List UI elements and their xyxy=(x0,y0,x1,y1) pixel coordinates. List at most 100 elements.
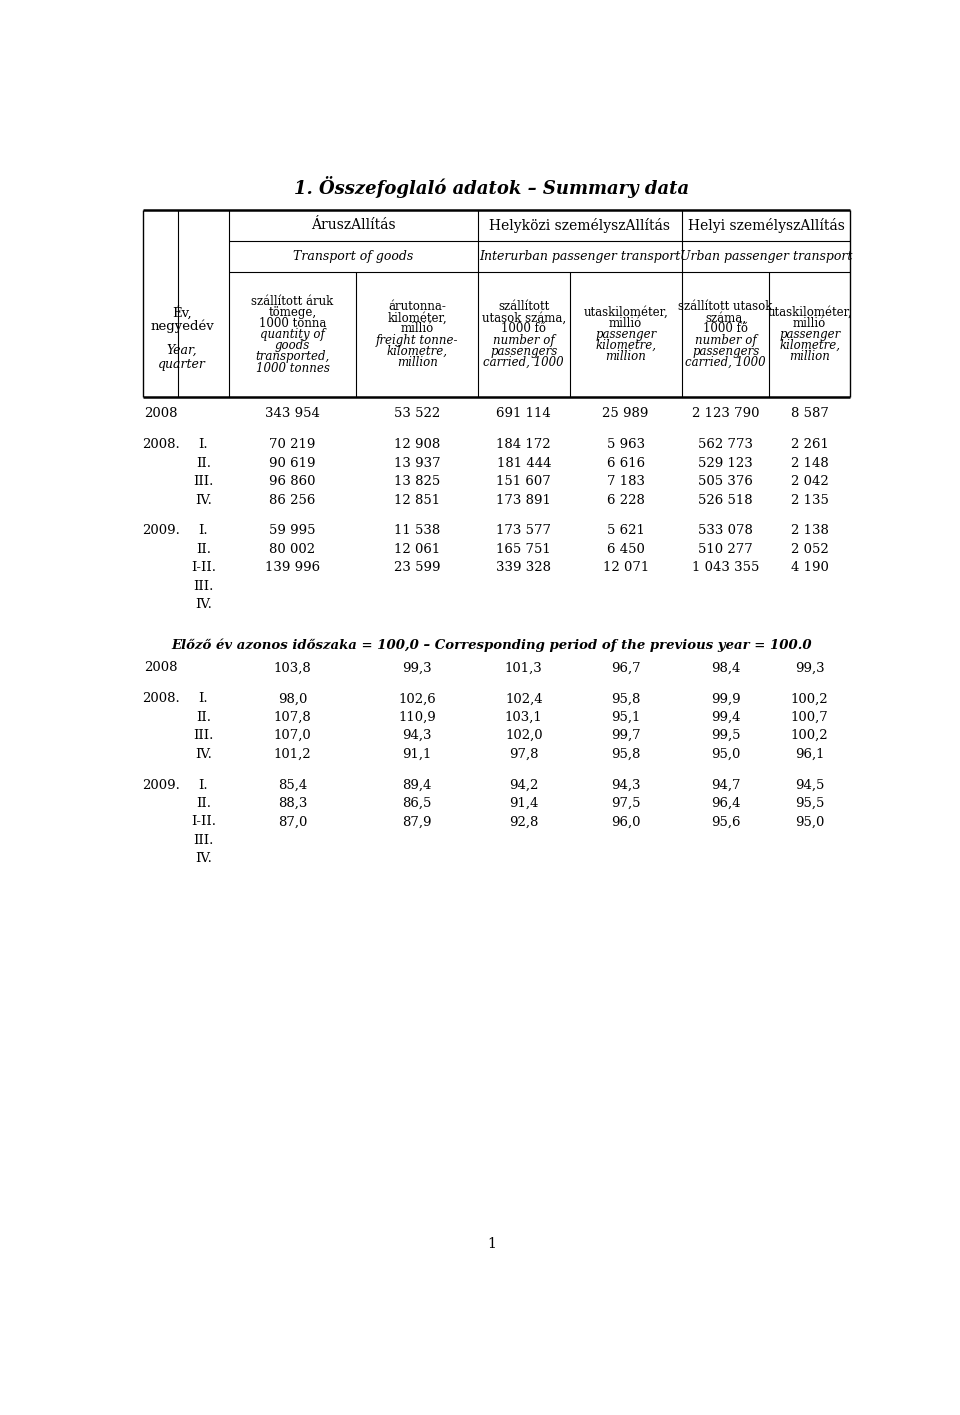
Text: kilometre,: kilometre, xyxy=(595,340,657,352)
Text: 2 052: 2 052 xyxy=(791,543,828,556)
Text: negyedév: negyedév xyxy=(150,320,214,333)
Text: 2 261: 2 261 xyxy=(791,439,828,451)
Text: szállított: szállított xyxy=(498,300,549,313)
Text: 94,3: 94,3 xyxy=(402,729,432,743)
Text: III.: III. xyxy=(193,729,213,743)
Text: 12 851: 12 851 xyxy=(395,494,441,507)
Text: 165 751: 165 751 xyxy=(496,543,551,556)
Text: 2009.: 2009. xyxy=(142,525,180,538)
Text: 97,8: 97,8 xyxy=(509,747,539,761)
Text: 1 043 355: 1 043 355 xyxy=(692,562,759,574)
Text: millió: millió xyxy=(793,317,827,330)
Text: tömege,: tömege, xyxy=(269,306,317,318)
Text: number of: number of xyxy=(492,334,555,347)
Text: 96 860: 96 860 xyxy=(269,475,316,488)
Text: 23 599: 23 599 xyxy=(394,562,441,574)
Text: 95,0: 95,0 xyxy=(711,747,740,761)
Text: million: million xyxy=(605,351,646,364)
Text: 2008.: 2008. xyxy=(142,692,180,705)
Text: 505 376: 505 376 xyxy=(698,475,753,488)
Text: Transport of goods: Transport of goods xyxy=(293,250,414,263)
Text: number of: number of xyxy=(695,334,756,347)
Text: 94,3: 94,3 xyxy=(611,778,640,791)
Text: passenger: passenger xyxy=(595,328,657,341)
Text: 1: 1 xyxy=(488,1237,496,1251)
Text: 91,4: 91,4 xyxy=(509,797,539,809)
Text: 8 587: 8 587 xyxy=(791,408,828,420)
Text: 96,4: 96,4 xyxy=(711,797,740,809)
Text: quantity of: quantity of xyxy=(260,328,324,341)
Text: 99,3: 99,3 xyxy=(795,661,825,675)
Text: 181 444: 181 444 xyxy=(496,457,551,470)
Text: II.: II. xyxy=(196,710,211,723)
Text: 12 908: 12 908 xyxy=(395,439,441,451)
Text: 12 071: 12 071 xyxy=(603,562,649,574)
Text: kilometre,: kilometre, xyxy=(780,340,840,352)
Text: 12 061: 12 061 xyxy=(395,543,441,556)
Text: 2 123 790: 2 123 790 xyxy=(692,408,759,420)
Text: passengers: passengers xyxy=(491,345,558,358)
Text: 2008: 2008 xyxy=(144,408,178,420)
Text: 95,8: 95,8 xyxy=(611,747,640,761)
Text: goods: goods xyxy=(275,340,310,352)
Text: IV.: IV. xyxy=(195,599,212,611)
Text: 89,4: 89,4 xyxy=(402,778,432,791)
Text: 110,9: 110,9 xyxy=(398,710,436,723)
Text: 94,5: 94,5 xyxy=(795,778,825,791)
Text: 101,2: 101,2 xyxy=(274,747,311,761)
Text: 151 607: 151 607 xyxy=(496,475,551,488)
Text: Year,: Year, xyxy=(167,344,198,357)
Text: Interurban passenger transport: Interurban passenger transport xyxy=(479,250,681,263)
Text: 139 996: 139 996 xyxy=(265,562,320,574)
Text: 562 773: 562 773 xyxy=(698,439,754,451)
Text: carried, 1000: carried, 1000 xyxy=(484,357,564,369)
Text: IV.: IV. xyxy=(195,852,212,866)
Text: 70 219: 70 219 xyxy=(269,439,316,451)
Text: I-II.: I-II. xyxy=(191,815,216,829)
Text: million: million xyxy=(396,357,438,369)
Text: 102,6: 102,6 xyxy=(398,692,436,705)
Text: Urban passenger transport: Urban passenger transport xyxy=(680,250,852,263)
Text: 99,7: 99,7 xyxy=(611,729,640,743)
Text: 95,6: 95,6 xyxy=(711,815,740,829)
Text: 25 989: 25 989 xyxy=(603,408,649,420)
Text: 1. Összefoglaló adatok – Summary data: 1. Összefoglaló adatok – Summary data xyxy=(295,175,689,198)
Text: 91,1: 91,1 xyxy=(402,747,432,761)
Text: 107,0: 107,0 xyxy=(274,729,311,743)
Text: 100,2: 100,2 xyxy=(791,729,828,743)
Text: III.: III. xyxy=(193,475,213,488)
Text: ÁruszAllítás: ÁruszAllítás xyxy=(311,218,396,232)
Text: 13 825: 13 825 xyxy=(395,475,441,488)
Text: Helyi személyszAllítás: Helyi személyszAllítás xyxy=(687,218,845,232)
Text: 2 135: 2 135 xyxy=(791,494,828,507)
Text: 2 138: 2 138 xyxy=(791,525,828,538)
Text: 103,1: 103,1 xyxy=(505,710,542,723)
Text: freight tonne-: freight tonne- xyxy=(376,334,459,347)
Text: Előző év azonos időszaka = 100,0 – Corresponding period of the previous year = 1: Előző év azonos időszaka = 100,0 – Corre… xyxy=(172,638,812,652)
Text: 1000 fő: 1000 fő xyxy=(703,323,748,335)
Text: kilometre,: kilometre, xyxy=(387,345,447,358)
Text: 103,8: 103,8 xyxy=(274,661,311,675)
Text: I-II.: I-II. xyxy=(191,562,216,574)
Text: 173 891: 173 891 xyxy=(496,494,551,507)
Text: I.: I. xyxy=(199,778,208,791)
Text: 99,9: 99,9 xyxy=(710,692,740,705)
Text: 94,2: 94,2 xyxy=(509,778,539,791)
Text: 102,0: 102,0 xyxy=(505,729,542,743)
Text: I.: I. xyxy=(199,439,208,451)
Text: utaskilométer,: utaskilométer, xyxy=(767,306,852,318)
Text: utasok száma,: utasok száma, xyxy=(482,311,565,324)
Text: 2 042: 2 042 xyxy=(791,475,828,488)
Text: I.: I. xyxy=(199,525,208,538)
Text: 5 621: 5 621 xyxy=(607,525,644,538)
Text: millió: millió xyxy=(609,317,642,330)
Text: 100,2: 100,2 xyxy=(791,692,828,705)
Text: IV.: IV. xyxy=(195,494,212,507)
Text: 96,7: 96,7 xyxy=(611,661,640,675)
Text: 80 002: 80 002 xyxy=(270,543,316,556)
Text: carried, 1000: carried, 1000 xyxy=(685,357,766,369)
Text: 6 450: 6 450 xyxy=(607,543,644,556)
Text: 94,7: 94,7 xyxy=(711,778,740,791)
Text: IV.: IV. xyxy=(195,747,212,761)
Text: 691 114: 691 114 xyxy=(496,408,551,420)
